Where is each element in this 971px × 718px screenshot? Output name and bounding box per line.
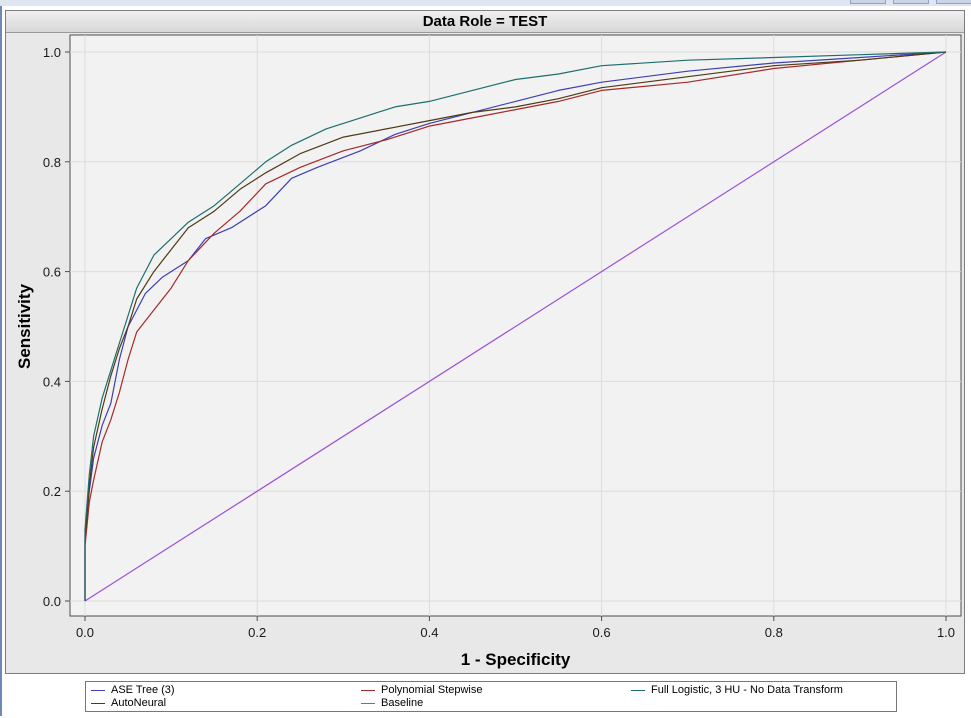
plot-area [69, 34, 962, 617]
legend-label: ASE Tree (3) [111, 684, 175, 696]
window-button[interactable] [893, 0, 929, 4]
legend-label: Polynomial Stepwise [381, 684, 483, 696]
series-line-autoneural [84, 51, 947, 601]
legend-item: Full Logistic, 3 HU - No Data Transform [629, 684, 843, 697]
legend-item: Polynomial Stepwise [359, 684, 483, 697]
x-tick-label: 0.8 [765, 625, 783, 640]
legend-swatch [631, 689, 645, 691]
y-tick-label: 0.2 [43, 484, 61, 499]
y-tick-label: 0.4 [43, 374, 61, 389]
x-axis-label: 1 - Specificity [461, 650, 571, 669]
y-tick-label: 0.8 [43, 155, 61, 170]
series-line-full-logistic-3-hu-no-data-transform [84, 51, 947, 601]
legend-item: Baseline [359, 697, 423, 710]
series-line-baseline [84, 51, 947, 602]
x-tick-label: 0.0 [76, 625, 94, 640]
x-tick-label: 1.0 [937, 625, 955, 640]
x-tick-label: 0.4 [420, 625, 438, 640]
legend-swatch [91, 689, 105, 691]
chart-header: Data Role = TEST [6, 11, 964, 33]
window-top-strip [0, 0, 971, 6]
y-tick-label: 1.0 [43, 45, 61, 60]
series-line-ase-tree-3 [84, 51, 947, 601]
window-button[interactable] [850, 0, 886, 4]
legend-label: AutoNeural [111, 697, 167, 709]
legend-item: AutoNeural [89, 697, 166, 710]
legend-item: ASE Tree (3) [89, 684, 175, 697]
x-tick-label: 0.2 [248, 625, 266, 640]
x-tick-label: 0.6 [593, 625, 611, 640]
legend-swatch [91, 702, 105, 704]
y-tick-label: 0.0 [43, 594, 61, 609]
window-button[interactable] [936, 0, 971, 4]
legend-swatch [361, 689, 375, 691]
roc-chart: 0.0 0.0 0.2 0.2 0.4 0.4 0.6 0.6 0.8 0.8 1.0 1.0 1 - … [15, 34, 962, 669]
y-tick-label: 0.6 [43, 265, 61, 280]
legend: ASE Tree (3) Polynomial Stepwise Full Logi… [85, 681, 897, 712]
legend-label: Baseline [381, 697, 424, 709]
series-line-polynomial-stepwise [84, 51, 947, 601]
chart-title: Data Role = TEST [422, 13, 548, 30]
legend-swatch [361, 702, 375, 704]
legend-label: Full Logistic, 3 HU - No Data Transform [651, 684, 843, 696]
y-axis-label: Sensitivity [15, 283, 34, 369]
